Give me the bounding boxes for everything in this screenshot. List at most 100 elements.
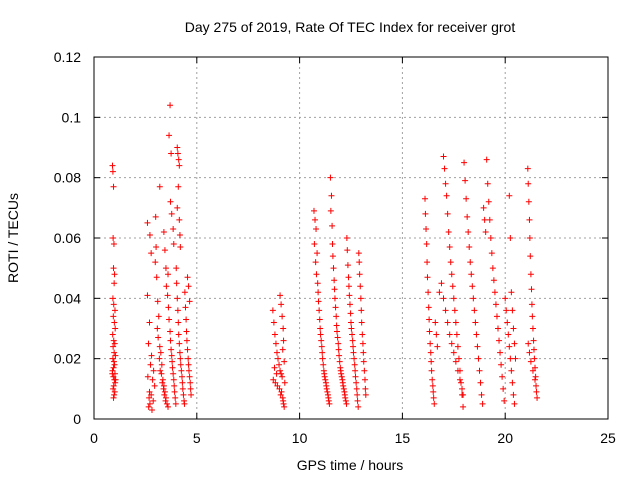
data-point <box>269 307 276 314</box>
data-point <box>329 241 336 248</box>
data-point <box>497 349 504 356</box>
data-point <box>476 367 483 374</box>
data-point <box>270 376 277 383</box>
data-point <box>272 379 279 386</box>
data-point <box>496 337 503 344</box>
data-point <box>163 400 170 407</box>
data-point <box>510 325 517 332</box>
data-point <box>321 373 328 380</box>
data-point <box>342 397 349 404</box>
data-point <box>433 331 440 338</box>
data-point <box>167 198 174 205</box>
data-point <box>156 343 163 350</box>
data-point <box>491 289 498 296</box>
data-point <box>452 319 459 326</box>
data-point <box>350 349 357 356</box>
data-point <box>425 304 432 311</box>
data-point <box>111 271 118 278</box>
data-point <box>422 195 429 202</box>
data-point <box>315 289 322 296</box>
data-point <box>311 241 318 248</box>
data-point <box>482 228 489 235</box>
data-point <box>450 349 457 356</box>
data-point <box>353 379 360 386</box>
data-point <box>276 385 283 392</box>
data-point <box>448 340 455 347</box>
data-point <box>151 382 158 389</box>
data-point <box>423 241 430 248</box>
data-point <box>152 213 159 220</box>
data-point <box>331 277 338 284</box>
data-point <box>110 337 117 344</box>
data-point <box>110 313 117 320</box>
data-point <box>430 388 437 395</box>
data-point <box>509 307 516 314</box>
y-tick-label: 0.02 <box>54 351 81 367</box>
data-point <box>175 331 182 338</box>
data-point <box>312 216 319 223</box>
data-point <box>478 391 485 398</box>
data-point <box>162 397 169 404</box>
data-point <box>357 295 364 302</box>
x-tick-label: 0 <box>90 430 98 446</box>
data-point <box>475 355 482 362</box>
y-tick-label: 0.1 <box>62 109 82 125</box>
data-point <box>425 289 432 296</box>
data-point <box>111 280 118 287</box>
data-point <box>155 334 162 341</box>
data-point <box>331 286 338 293</box>
data-point <box>110 364 117 371</box>
data-point <box>434 343 441 350</box>
data-point <box>145 403 152 410</box>
data-point <box>486 216 493 223</box>
data-point <box>424 259 431 266</box>
data-point <box>181 400 188 407</box>
data-point <box>526 235 533 241</box>
data-point <box>455 355 462 362</box>
data-point <box>275 355 282 362</box>
data-point <box>473 331 480 338</box>
data-point <box>165 403 172 410</box>
data-point <box>317 325 324 332</box>
data-point <box>490 277 497 284</box>
data-point <box>533 388 540 395</box>
data-point <box>332 304 339 311</box>
data-point <box>150 397 157 404</box>
data-point <box>481 216 488 223</box>
data-point <box>152 259 159 266</box>
data-point <box>451 307 458 314</box>
data-point <box>533 382 540 389</box>
data-point <box>174 150 181 157</box>
data-point <box>109 331 116 338</box>
y-axis-label: ROTI / TECUs <box>5 193 21 283</box>
data-point <box>507 355 514 362</box>
data-point <box>450 295 457 302</box>
data-point <box>160 228 167 235</box>
data-point <box>156 183 163 190</box>
data-point <box>324 388 331 395</box>
data-point <box>170 376 177 383</box>
data-point <box>110 358 117 365</box>
data-point <box>145 340 152 347</box>
data-point <box>310 207 317 214</box>
data-point <box>153 244 160 251</box>
data-point <box>429 382 436 389</box>
data-point <box>355 250 362 257</box>
data-point <box>528 301 535 308</box>
data-point <box>159 376 166 383</box>
data-point <box>156 355 163 362</box>
data-point <box>185 367 192 374</box>
data-point <box>171 382 178 389</box>
data-point <box>319 355 326 362</box>
data-point <box>175 183 182 190</box>
data-point <box>503 307 510 314</box>
data-point <box>109 370 116 377</box>
y-tick-label: 0 <box>73 411 81 427</box>
data-point <box>276 361 283 368</box>
data-point <box>281 379 288 386</box>
data-point <box>179 385 186 392</box>
data-points <box>109 102 541 413</box>
data-point <box>474 343 481 350</box>
data-point <box>174 295 181 302</box>
data-point <box>279 313 286 320</box>
